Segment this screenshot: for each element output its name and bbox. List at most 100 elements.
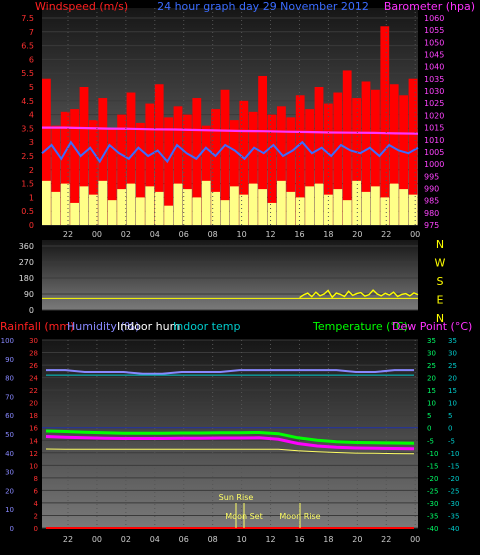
x-tick: 06 — [179, 535, 189, 544]
wind-low-bar — [42, 180, 51, 225]
wind-gust-bar — [248, 111, 258, 225]
wind-low-bar — [164, 205, 173, 225]
wind-tick: 4 — [29, 111, 34, 120]
rain-tick: 20 — [29, 400, 38, 408]
x-tick: 00 — [410, 535, 420, 544]
wind-low-bar — [98, 180, 108, 225]
direction-tick: 90 — [24, 290, 34, 299]
x-tick: 22 — [381, 535, 391, 544]
dewpoint-tick: -30 — [448, 500, 459, 508]
wind-gust-bar — [145, 103, 155, 225]
wind-low-bar — [314, 183, 324, 225]
dew-point-line — [45, 435, 415, 451]
wind-low-bar — [136, 197, 145, 225]
indoor-hum-axis-title: Indoor hum — [117, 320, 180, 333]
temperature-tick: 10 — [427, 400, 436, 408]
wind-low-bar — [305, 186, 314, 225]
wind-low-bar — [70, 202, 79, 225]
dewpoint-tick: -20 — [448, 475, 459, 483]
x-tick: 20 — [352, 535, 362, 544]
wind-gust-bar — [267, 114, 277, 225]
barometer-tick: 1005 — [424, 148, 444, 157]
dewpoint-tick: -40 — [448, 525, 459, 533]
compass-label: E — [437, 294, 444, 307]
barometer-tick: 980 — [424, 209, 439, 218]
rain-tick: 2 — [34, 512, 38, 520]
wind-tick: 7.5 — [21, 14, 34, 23]
barometer-tick: 1045 — [424, 51, 444, 60]
x-tick: 10 — [237, 535, 247, 544]
rain-tick: 16 — [29, 425, 38, 433]
wind-gust-bar — [380, 26, 390, 226]
wind-gust-bar — [211, 109, 220, 225]
wind-low-bar — [220, 200, 230, 225]
humidity-line — [46, 369, 414, 375]
wind-tick: 3.5 — [21, 124, 34, 133]
humidity-tick: 90 — [5, 356, 14, 364]
x-tick: 22 — [381, 230, 391, 239]
rain-tick: 6 — [34, 487, 39, 495]
temperature-tick: 0 — [427, 425, 431, 433]
wind-avg-line — [41, 140, 419, 164]
wind-gust-bar — [286, 117, 296, 225]
dewpoint-tick: 5 — [448, 412, 452, 420]
wind-gust-bar — [154, 84, 164, 226]
rain-tick: 24 — [29, 375, 38, 383]
x-tick: 20 — [352, 230, 362, 239]
x-tick: 22 — [63, 230, 73, 239]
humidity-tick: 10 — [5, 506, 14, 514]
wind-low-bar — [333, 189, 343, 225]
humidity-tick: 50 — [5, 431, 14, 439]
wind-gust-bar — [70, 109, 79, 225]
wind-gust-bar — [277, 106, 286, 225]
humidity-tick: 70 — [5, 393, 14, 401]
wind-low-bar — [51, 191, 61, 225]
x-tick: 16 — [294, 230, 304, 239]
wind-low-bar — [239, 194, 249, 225]
wind-gust-bar — [192, 98, 202, 225]
x-tick: 22 — [63, 535, 73, 544]
wind-low-bar — [352, 180, 361, 225]
wind-tick: 6 — [29, 55, 34, 64]
wind-gust-bar — [183, 114, 192, 225]
dew-point-axis-title: Dew Point (°C) — [392, 320, 472, 333]
wind-gust-bar — [173, 106, 183, 225]
humidity-tick: 0 — [10, 525, 14, 533]
barometer-tick: 1025 — [424, 99, 444, 108]
rainfall-axis-title: Rainfall (mm) — [0, 320, 74, 333]
wind-low-bar — [361, 191, 371, 225]
dewpoint-tick: 10 — [448, 400, 457, 408]
wind-tick: 1.5 — [21, 180, 34, 189]
wind-gust-bar — [361, 81, 371, 225]
x-tick: 12 — [265, 230, 275, 239]
chart-title: 24 hour graph day 29 November 2012 — [157, 0, 369, 13]
wind-gust-bar — [295, 95, 305, 225]
humidity-axis-title: Humidity (%) — [67, 320, 139, 333]
rain-tick: 28 — [29, 350, 38, 358]
wind-low-bar — [145, 186, 155, 225]
wind-low-bar — [107, 200, 117, 225]
wind-low-bar — [60, 183, 70, 225]
wind-gust-bar — [408, 78, 418, 225]
humidity-tick: 100 — [1, 337, 14, 345]
wind-low-bar — [408, 194, 418, 225]
wind-low-bar — [201, 180, 211, 225]
wind-gust-bar — [314, 87, 324, 225]
x-tick: 08 — [208, 535, 218, 544]
wind-gust-bar — [399, 95, 408, 225]
temperature-tick: 25 — [427, 362, 436, 370]
rain-tick: 12 — [29, 450, 38, 458]
dewpoint-tick: -5 — [448, 437, 455, 445]
wind-low-bar — [324, 194, 333, 225]
plot-area-2 — [42, 240, 418, 310]
wind-gust-bar — [201, 125, 211, 225]
x-tick: 12 — [265, 535, 275, 544]
wind-low-bar — [230, 186, 239, 225]
wind-gust-bar — [136, 122, 145, 225]
wind-gust-bar — [42, 78, 51, 225]
wind-low-bar — [389, 183, 399, 225]
temperature-tick: 35 — [427, 337, 436, 345]
wind-gust-bar — [305, 109, 314, 225]
compass-label: N — [436, 238, 444, 251]
rain-tick: 30 — [29, 337, 38, 345]
